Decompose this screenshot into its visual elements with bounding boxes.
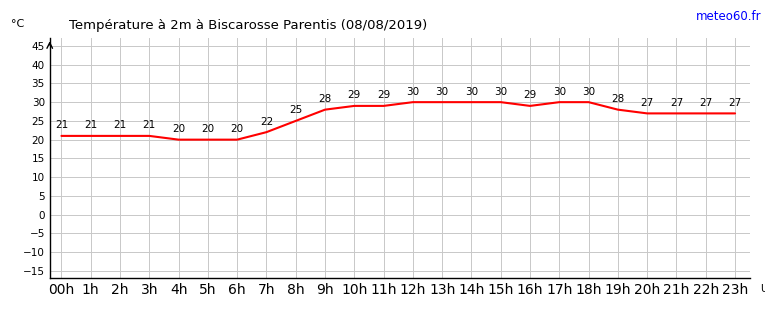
Text: 30: 30: [406, 87, 419, 97]
Text: 30: 30: [582, 87, 595, 97]
Text: 21: 21: [55, 120, 68, 130]
Text: 30: 30: [494, 87, 507, 97]
Text: 25: 25: [289, 105, 302, 115]
Text: 27: 27: [728, 98, 742, 108]
Text: 28: 28: [318, 94, 332, 104]
Text: meteo60.fr: meteo60.fr: [695, 10, 761, 23]
Text: 28: 28: [611, 94, 624, 104]
Text: 27: 27: [640, 98, 654, 108]
Text: 21: 21: [84, 120, 97, 130]
Text: UTC: UTC: [760, 284, 765, 294]
Text: Température à 2m à Biscarosse Parentis (08/08/2019): Température à 2m à Biscarosse Parentis (…: [69, 19, 427, 32]
Text: 29: 29: [523, 90, 537, 100]
Text: 20: 20: [201, 124, 214, 134]
Text: 27: 27: [670, 98, 683, 108]
Text: 30: 30: [465, 87, 478, 97]
Text: 21: 21: [143, 120, 156, 130]
Text: 30: 30: [553, 87, 566, 97]
Text: °C: °C: [11, 19, 24, 29]
Text: 29: 29: [347, 90, 361, 100]
Text: 21: 21: [113, 120, 127, 130]
Text: 29: 29: [377, 90, 390, 100]
Text: 27: 27: [699, 98, 712, 108]
Text: 30: 30: [435, 87, 449, 97]
Text: 20: 20: [172, 124, 185, 134]
Text: 20: 20: [230, 124, 244, 134]
Text: 22: 22: [260, 116, 273, 127]
